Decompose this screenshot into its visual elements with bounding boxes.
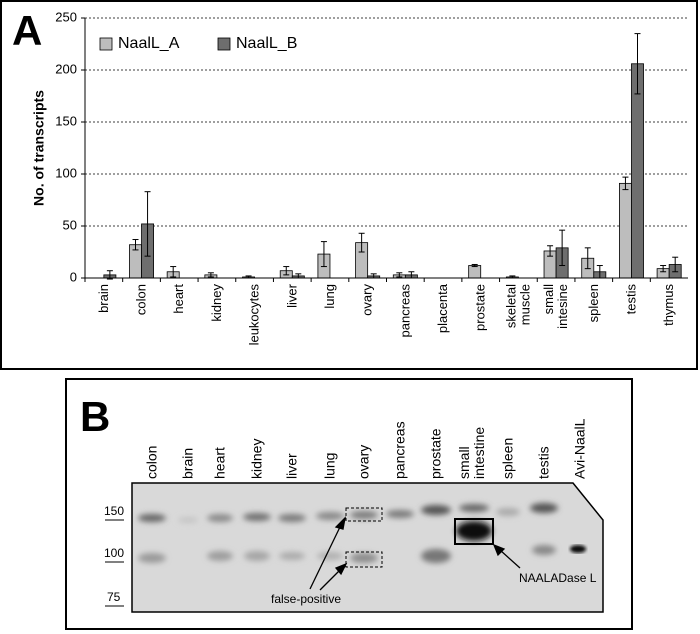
y-tick-label: 250 [55, 9, 77, 24]
box [454, 518, 494, 545]
marker-label: 150 [104, 504, 124, 518]
blot-band [570, 545, 586, 553]
error-bar [283, 266, 290, 276]
legend-swatch [99, 37, 113, 51]
error-bar [144, 191, 151, 257]
box [345, 551, 383, 568]
panel-b-frame [65, 378, 633, 630]
lane-label: prostate [427, 428, 444, 479]
x-tick-label: small intesine [541, 284, 571, 329]
error-bar [207, 272, 214, 278]
x-tick-label: lung [321, 284, 337, 309]
error-bar [547, 245, 554, 257]
lane-label: small intestine [456, 426, 487, 479]
blot-bands [138, 503, 558, 563]
lane-label: kidney [248, 438, 265, 479]
panel-a-frame [0, 0, 698, 370]
lane-label: liver [283, 453, 300, 479]
lane-label: heart [211, 447, 228, 479]
x-tick-label: prostate [472, 284, 488, 331]
bar [631, 63, 644, 279]
x-tick-label: placenta [435, 284, 451, 334]
marker-label: 75 [107, 590, 121, 604]
y-axis-label: No. of transcripts [31, 90, 47, 206]
x-tick-label: kidney [208, 284, 224, 322]
y-tick-label: 200 [55, 61, 77, 76]
bar [468, 265, 482, 279]
error-bar [634, 33, 641, 95]
lane-label: pancreas [391, 421, 408, 479]
error-bar [358, 232, 365, 253]
lane-label: brain [179, 447, 196, 479]
x-tick-label: ovary [359, 284, 375, 316]
error-bar [170, 266, 177, 278]
marker-label: 100 [104, 546, 124, 560]
legend-label: NaalL_A [118, 35, 180, 52]
error-bar [660, 265, 667, 273]
x-tick-label: leukocytes [246, 284, 262, 346]
annotation: false-positive [271, 592, 341, 606]
lane-label: Avi-NaalL [571, 418, 588, 479]
lane-label: testis [535, 446, 552, 479]
y-tick-label: 100 [55, 165, 77, 180]
panel-label: A [12, 7, 42, 54]
error-bar [320, 241, 327, 268]
lane-label: ovary [355, 444, 372, 479]
x-tick-label: heart [171, 284, 187, 314]
x-tick-label: colon [133, 284, 149, 316]
y-tick-label: 150 [55, 113, 77, 128]
x-tick-label: pancreas [397, 284, 413, 338]
lane-label: lung [321, 452, 338, 479]
y-tick-label: 50 [63, 217, 77, 232]
annotation: NAALADase L [519, 571, 597, 585]
error-bar [672, 256, 679, 273]
x-tick-label: thymus [661, 284, 677, 326]
error-bar [471, 263, 478, 268]
y-tick-label: 0 [70, 269, 77, 284]
x-tick-label: brain [95, 284, 111, 313]
box [345, 507, 383, 522]
error-bar [559, 229, 566, 267]
error-bar [584, 247, 591, 270]
error-bar [396, 272, 403, 278]
panel-label: B [80, 393, 110, 440]
x-tick-label: skeletal muscle [503, 284, 533, 329]
x-tick-label: testis [623, 284, 639, 315]
blot-membrane [131, 482, 604, 613]
legend-label: NaalL_B [236, 35, 297, 52]
legend-swatch [217, 37, 231, 51]
arrows [309, 516, 521, 591]
error-bar [132, 239, 139, 251]
error-bar [622, 176, 629, 191]
x-tick-label: liver [284, 284, 300, 308]
lane-label: spleen [499, 437, 516, 479]
x-tick-label: spleen [585, 284, 601, 323]
bar [619, 182, 632, 279]
lane-label: colon [143, 445, 160, 479]
